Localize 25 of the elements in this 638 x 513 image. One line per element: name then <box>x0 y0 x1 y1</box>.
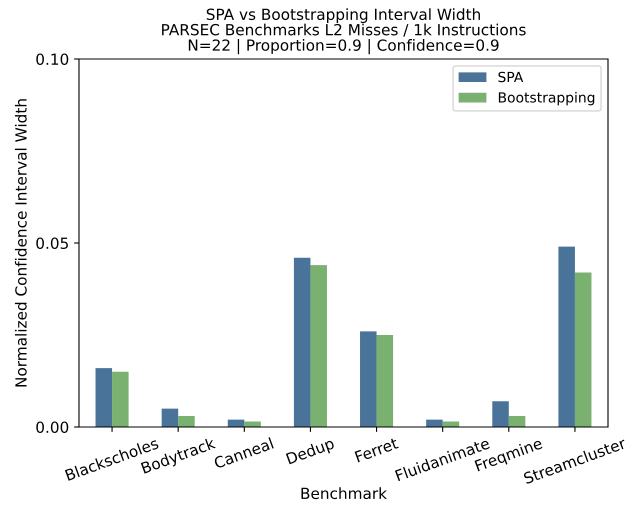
x-axis-title: Benchmark <box>301 487 387 500</box>
bar <box>178 416 195 427</box>
bar <box>360 331 377 427</box>
bar <box>162 408 178 427</box>
bar <box>508 416 526 427</box>
bar <box>558 246 575 427</box>
legend-label: SPA <box>498 72 524 82</box>
bar <box>96 368 112 427</box>
bar <box>492 401 509 427</box>
legend-label: Bootstrapping <box>498 92 594 106</box>
bar <box>310 265 327 427</box>
chart-title: SPA vs Bootstrapping Interval Width PARSEC Benchmarks L2 Misses / 1k Instructions N=22 | Proportion=0.9 | Confidence=0.9 <box>162 8 526 54</box>
y-tick-label: 0.05 <box>36 237 68 250</box>
bar <box>574 272 592 427</box>
y-tick-label: 0.00 <box>36 421 68 434</box>
bar <box>376 335 394 427</box>
bar <box>426 420 443 427</box>
bar <box>112 372 129 427</box>
x-tick-label: Dedup <box>286 437 336 468</box>
bar <box>442 421 460 427</box>
bar <box>228 420 244 427</box>
bar <box>294 258 310 427</box>
y-axis-title: Normalized Confidence Interval Width <box>14 99 27 386</box>
y-tick-label: 0.10 <box>36 53 68 66</box>
bar <box>244 421 261 427</box>
